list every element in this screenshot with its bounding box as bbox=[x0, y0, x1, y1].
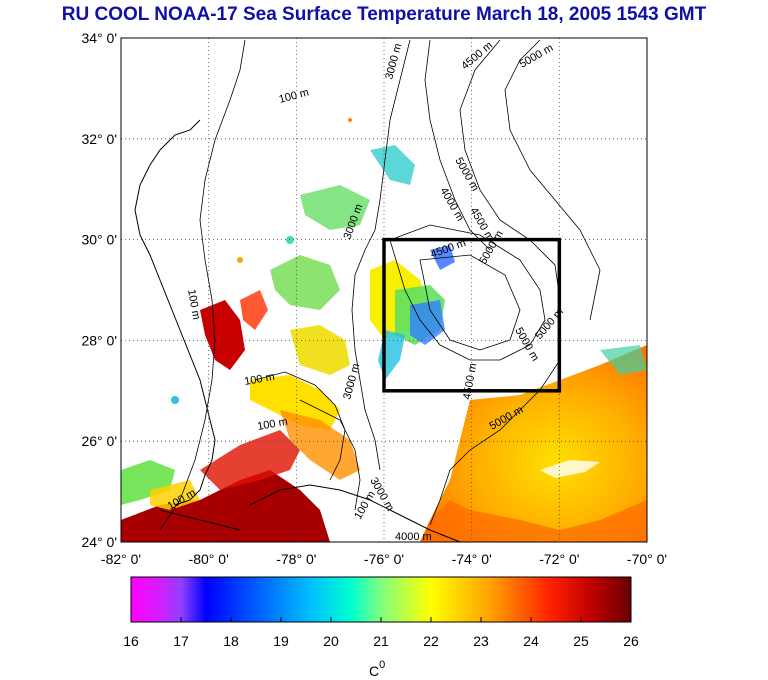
map-title: RU COOL NOAA-17 Sea Surface Temperature … bbox=[61, 4, 707, 25]
contour-southeast bbox=[429, 359, 561, 526]
colorbar-tick-label: 20 bbox=[323, 633, 339, 649]
lat-tick-label: 30° 0' bbox=[81, 232, 117, 248]
lon-tick-label: -76° 0' bbox=[364, 551, 404, 567]
sst-central-yellow bbox=[290, 325, 350, 375]
sst-central-green bbox=[270, 255, 340, 310]
lon-tick-label: -82° 0' bbox=[101, 551, 141, 567]
contour-100m bbox=[159, 39, 246, 531]
contour-4500m bbox=[459, 39, 561, 301]
sst-north-cyan bbox=[370, 145, 415, 185]
map-area: 100 m 100 m 100 m 100 m 100 m 100 m 3000… bbox=[120, 37, 648, 543]
lon-tick-label: -72° 0' bbox=[539, 551, 579, 567]
contour-3000m bbox=[351, 39, 411, 471]
cuba-coast bbox=[249, 484, 461, 543]
colorbar: 16 17 18 19 20 21 22 23 24 25 26 C0 bbox=[123, 576, 639, 679]
sst-florida-straits-yellow bbox=[150, 480, 200, 510]
colorbar-tick-label: 25 bbox=[573, 633, 589, 649]
colorbar-unit: C0 bbox=[369, 659, 385, 679]
contour-label: 100 m bbox=[256, 416, 288, 433]
sst-bahamas-orange bbox=[280, 410, 360, 480]
sst-spot bbox=[171, 396, 179, 404]
lon-tick-label: -80° 0' bbox=[189, 551, 229, 567]
sst-gulf-red-patch-2 bbox=[240, 290, 268, 330]
colorbar-unit-base: C bbox=[369, 663, 379, 679]
lat-tick-label: 26° 0' bbox=[81, 433, 117, 449]
colorbar-tick-label: 17 bbox=[173, 633, 189, 649]
contour-label: 4000 m bbox=[395, 531, 432, 543]
coastline-keys bbox=[159, 509, 241, 531]
colorbar-ticks: 16 17 18 19 20 21 22 23 24 25 26 bbox=[123, 617, 639, 649]
colorbar-tick-label: 18 bbox=[223, 633, 239, 649]
sst-bahamas-yellow bbox=[250, 375, 340, 430]
contour-bahamas-2 bbox=[299, 399, 361, 511]
colorbar-unit-superscript: 0 bbox=[379, 659, 385, 671]
colorbar-tick-label: 22 bbox=[423, 633, 439, 649]
bathymetry-contours bbox=[159, 39, 601, 531]
sst-cool-patch bbox=[540, 460, 600, 478]
contour-bahamas bbox=[254, 371, 346, 481]
map-frame bbox=[120, 37, 648, 543]
contour-label: 100 m bbox=[243, 371, 275, 388]
sst-spot bbox=[237, 257, 243, 263]
sst-southwest-red bbox=[200, 430, 300, 490]
colorbar-tick-label: 19 bbox=[273, 633, 289, 649]
lat-tick-label: 28° 0' bbox=[81, 332, 117, 348]
sst-gulf-red-patch bbox=[200, 300, 245, 370]
contour-4000m bbox=[424, 39, 491, 251]
sst-front-blue bbox=[410, 300, 445, 345]
colorbar-tick-label: 16 bbox=[123, 633, 139, 649]
sst-east-cyan bbox=[600, 345, 647, 375]
colorbar-tick-label: 24 bbox=[523, 633, 539, 649]
sst-florida-straits-green bbox=[121, 460, 175, 505]
contour-5000m bbox=[504, 39, 601, 321]
contour-label: 100 m bbox=[185, 288, 202, 320]
colorbar-tick-label: 21 bbox=[373, 633, 389, 649]
sst-warm-region-edge bbox=[420, 500, 647, 542]
sst-spot bbox=[348, 118, 352, 122]
lat-tick-label: 24° 0' bbox=[81, 534, 117, 550]
lat-tick-label: 34° 0' bbox=[81, 30, 117, 46]
coastline bbox=[134, 119, 216, 506]
contour-inner-ring bbox=[389, 224, 546, 361]
colorbar-tick-label: 26 bbox=[623, 633, 639, 649]
axis-labels: -82° 0' -80° 0' -78° 0' -76° 0' -74° 0' -72° … bbox=[81, 30, 667, 567]
study-box bbox=[382, 237, 562, 393]
colorbar-gradient bbox=[130, 576, 632, 623]
sst-warm-region bbox=[420, 345, 647, 542]
lon-tick-label: -78° 0' bbox=[276, 551, 316, 567]
sst-north-green bbox=[300, 185, 370, 230]
lon-tick-label: -74° 0' bbox=[452, 551, 492, 567]
sst-southwest-region bbox=[121, 470, 330, 542]
sst-data-layer bbox=[121, 118, 647, 542]
lat-tick-label: 32° 0' bbox=[81, 131, 117, 147]
lon-tick-label: -70° 0' bbox=[627, 551, 667, 567]
colorbar-tick-label: 23 bbox=[473, 633, 489, 649]
